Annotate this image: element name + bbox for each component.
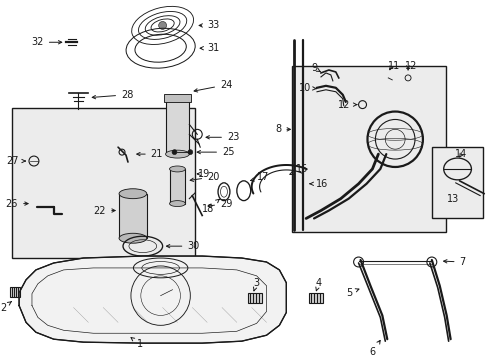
Text: 12: 12 bbox=[338, 100, 356, 109]
Bar bbox=[308, 293, 322, 302]
Ellipse shape bbox=[119, 233, 146, 243]
Text: 19: 19 bbox=[198, 169, 210, 179]
Text: 16: 16 bbox=[309, 179, 327, 189]
Bar bbox=[165, 100, 189, 154]
Bar bbox=[247, 293, 261, 302]
Text: 29: 29 bbox=[207, 199, 232, 208]
Text: 18: 18 bbox=[202, 199, 219, 213]
Text: 33: 33 bbox=[199, 21, 219, 31]
Text: 7: 7 bbox=[443, 257, 465, 267]
Bar bbox=[292, 66, 445, 232]
Text: 25: 25 bbox=[197, 147, 234, 157]
Bar bbox=[431, 147, 482, 219]
Bar bbox=[119, 194, 146, 238]
Text: 13: 13 bbox=[446, 194, 458, 204]
Ellipse shape bbox=[119, 189, 146, 199]
Text: 2: 2 bbox=[0, 302, 11, 312]
Text: 22: 22 bbox=[94, 206, 115, 216]
Text: 12: 12 bbox=[404, 61, 417, 71]
Polygon shape bbox=[19, 256, 286, 343]
Text: 15: 15 bbox=[289, 164, 308, 175]
Text: 4: 4 bbox=[315, 278, 322, 291]
Text: 1: 1 bbox=[131, 338, 142, 349]
Text: 11: 11 bbox=[387, 61, 400, 71]
Text: 26: 26 bbox=[6, 199, 28, 208]
Bar bbox=[10, 287, 20, 297]
Text: 27: 27 bbox=[6, 156, 25, 166]
Text: 17: 17 bbox=[250, 172, 268, 182]
Text: 14: 14 bbox=[454, 149, 467, 159]
Text: 30: 30 bbox=[166, 241, 199, 251]
Text: 28: 28 bbox=[92, 90, 133, 100]
Text: 9: 9 bbox=[310, 63, 320, 73]
Text: 31: 31 bbox=[200, 43, 219, 53]
Text: 8: 8 bbox=[275, 124, 290, 134]
Text: 6: 6 bbox=[368, 341, 379, 357]
Circle shape bbox=[187, 150, 192, 154]
Text: 23: 23 bbox=[205, 132, 239, 142]
Text: 5: 5 bbox=[346, 288, 358, 298]
Text: 10: 10 bbox=[298, 83, 316, 93]
Circle shape bbox=[158, 22, 166, 30]
Text: 20: 20 bbox=[190, 172, 219, 182]
Bar bbox=[163, 94, 191, 102]
Text: 3: 3 bbox=[253, 278, 259, 291]
Ellipse shape bbox=[169, 201, 185, 207]
Bar bbox=[169, 169, 185, 204]
Text: 24: 24 bbox=[194, 80, 232, 92]
Text: 21: 21 bbox=[137, 149, 163, 159]
Bar bbox=[12, 108, 195, 258]
Circle shape bbox=[172, 150, 177, 154]
Ellipse shape bbox=[165, 150, 189, 158]
Text: 32: 32 bbox=[31, 37, 61, 47]
Ellipse shape bbox=[169, 166, 185, 172]
